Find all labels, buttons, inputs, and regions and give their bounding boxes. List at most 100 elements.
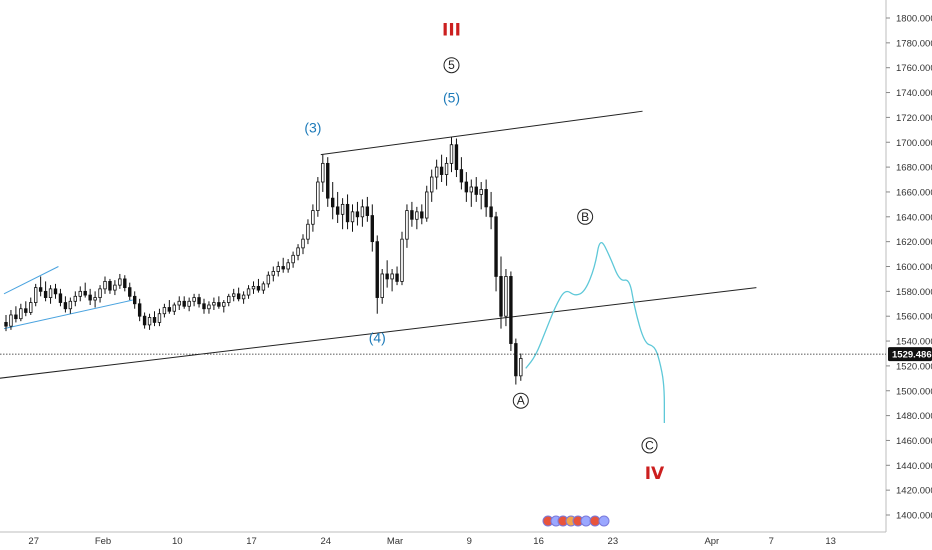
candle: [58, 288, 63, 307]
candle-body-down: [410, 210, 414, 220]
candle: [350, 204, 355, 232]
candle: [256, 278, 261, 293]
candle-body-up: [340, 203, 345, 215]
candle: [227, 293, 231, 307]
lower-channel-trendline[interactable]: [0, 287, 757, 391]
candle-body-up: [177, 300, 181, 306]
candle-body-up: [162, 307, 167, 315]
candle: [266, 271, 271, 288]
candle: [375, 235, 379, 314]
candle-body-up: [444, 162, 449, 175]
candle-body-up: [415, 211, 419, 220]
candle-body-up: [479, 189, 483, 195]
candle-body-up: [400, 238, 404, 282]
candle-body-up: [301, 238, 305, 249]
candle-body-up: [390, 273, 394, 280]
time-tick-label: 27: [28, 536, 39, 547]
candle: [68, 297, 73, 314]
candle-body-up: [429, 176, 434, 193]
candle-body-down: [484, 189, 488, 208]
trendlines-layer[interactable]: [0, 110, 757, 391]
price-tick-label: 1600.000: [896, 262, 932, 273]
candle-body-up: [321, 162, 325, 183]
candle: [182, 296, 186, 309]
candle: [330, 182, 335, 220]
time-tick-label: 9: [467, 536, 472, 547]
candle-body-up: [276, 266, 280, 272]
candle: [405, 204, 409, 248]
candle-body-down: [43, 290, 48, 298]
candle: [444, 157, 449, 186]
candle: [113, 280, 117, 296]
candle-body-down: [385, 273, 389, 280]
candle-body-up: [192, 297, 196, 302]
candle-body-up: [68, 300, 73, 310]
candle-body-down: [494, 216, 498, 277]
candle: [123, 275, 127, 292]
current-price-tag[interactable]: [888, 347, 932, 362]
small-channel-lower-trendline[interactable]: [3, 299, 133, 330]
candle-body-down: [137, 303, 142, 317]
candle: [429, 169, 434, 202]
candle-body-up: [291, 254, 295, 264]
candle: [83, 282, 87, 298]
candle: [43, 281, 48, 302]
time-tick-label: 13: [825, 536, 836, 547]
candle-body-up: [271, 271, 275, 276]
wave-labels-layer: III 5 (5) (3) (4) A B C IV: [304, 20, 665, 484]
candle: [236, 287, 241, 302]
time-axis[interactable]: 27 Feb 10 17 24 Mar 9 16 23 Apr 7 13: [28, 536, 836, 547]
candle: [212, 297, 216, 310]
time-tick-label: 16: [533, 536, 544, 547]
candle-body-up: [519, 358, 523, 377]
candle: [474, 177, 478, 202]
candle: [499, 256, 503, 329]
candle-body-up: [98, 288, 102, 298]
candle-body-up: [251, 285, 256, 290]
candle-body-down: [509, 276, 513, 344]
candle-body-up: [246, 288, 251, 296]
wave-label-C: C: [645, 438, 654, 452]
price-axis[interactable]: 1400.000 1420.000 1440.000 1460.000 1480.000…: [0, 14, 932, 522]
candle-body-up: [113, 284, 117, 291]
candle-body-up: [405, 210, 409, 240]
candle-body-down: [63, 302, 68, 310]
candle: [34, 283, 38, 307]
candle: [73, 291, 77, 307]
candle-body-down: [459, 169, 464, 183]
candle-body-down: [326, 162, 330, 199]
candle-body-down: [197, 297, 201, 305]
projected-wave-path[interactable]: [525, 242, 665, 424]
upper-channel-trendline[interactable]: [320, 110, 643, 156]
candle: [118, 273, 122, 289]
candle-body-down: [330, 197, 335, 208]
candle: [128, 282, 132, 301]
candle-body-up: [212, 302, 216, 306]
events-markers[interactable]: [542, 515, 610, 527]
event-marker-icon[interactable]: [598, 515, 610, 527]
candle-body-up: [172, 304, 176, 312]
candle-body-up: [48, 288, 53, 298]
candle: [48, 285, 53, 304]
projection-layer[interactable]: [525, 242, 665, 424]
price-tick-label: 1800.000: [896, 14, 932, 25]
price-tick-label: 1720.000: [896, 113, 932, 124]
candle: [326, 157, 330, 207]
candle: [370, 204, 374, 252]
wave-label: (3): [304, 119, 321, 135]
candle-body-down: [53, 288, 58, 295]
candle-body-down: [152, 317, 157, 323]
price-tick-label: 1620.000: [896, 237, 932, 248]
candle-body-up: [93, 297, 97, 301]
candle: [449, 137, 454, 173]
small-channel-upper-trendline[interactable]: [3, 266, 59, 295]
wave-circle-A: [512, 392, 529, 409]
candle: [484, 179, 488, 217]
candle: [296, 244, 300, 261]
candle-body-down: [142, 315, 147, 326]
candle-body-up: [360, 206, 365, 218]
grid-layer: [0, 0, 887, 533]
candle: [19, 303, 23, 322]
